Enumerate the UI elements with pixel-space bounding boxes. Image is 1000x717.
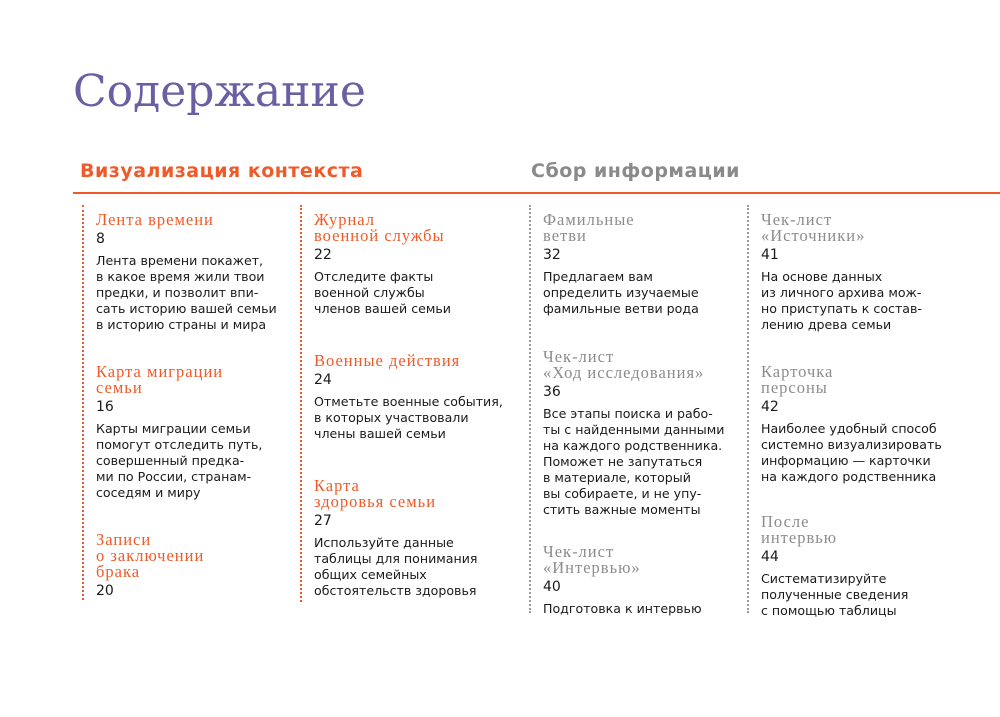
- entry-title: Чек-лист «Источники»: [761, 210, 866, 245]
- toc-entry[interactable]: Карта миграции семьи 16 Карты миграции сем…: [96, 362, 301, 501]
- entry-page-number: 32: [543, 247, 561, 263]
- entry-description: Наиболее удобный способ системно визуали…: [761, 421, 942, 484]
- entry-page-number: 27: [314, 513, 332, 529]
- toc-column: Фамильные ветви 32 Предлагаем вам определи…: [529, 205, 742, 616]
- entry-description: Отметьте военные события, в которых учас…: [314, 394, 503, 441]
- page-title: Содержание: [73, 66, 366, 117]
- entry-page-number: 41: [761, 247, 779, 263]
- toc-entry[interactable]: Журнал военной службы 22 Отследите факты в…: [314, 210, 519, 317]
- section-heading-info-gathering: Сбор информации: [531, 160, 740, 182]
- entry-description: Все этапы поиска и рабо- ты с найденными…: [543, 406, 725, 517]
- toc-entry[interactable]: Военные действия 24 Отметьте военные событ…: [314, 351, 519, 442]
- entry-page-number: 44: [761, 549, 779, 565]
- entry-page-number: 40: [543, 579, 561, 595]
- entry-page-number: 20: [96, 583, 114, 599]
- entry-page-number: 22: [314, 247, 332, 263]
- toc-entry[interactable]: Карточка персоны 42 Наиболее удобный спосо…: [761, 362, 966, 485]
- entry-title: Записи о заключении брака: [96, 530, 205, 581]
- entry-page-number: 8: [96, 231, 105, 247]
- entry-page-number: 16: [96, 399, 114, 415]
- entry-description: Предлагаем вам определить изучаемые фами…: [543, 269, 699, 316]
- entry-description: Лента времени покажет, в какое время жил…: [96, 253, 277, 332]
- entry-description: Карты миграции семьи помогут отследить п…: [96, 421, 263, 500]
- entry-title: Чек-лист «Интервью»: [543, 542, 641, 577]
- section-heading-visualization: Визуализация контекста: [80, 160, 364, 182]
- toc-entry[interactable]: После интервью 44 Систематизируйте получен…: [761, 512, 966, 619]
- entry-description: На основе данных из личного архива мож- …: [761, 269, 922, 332]
- entry-page-number: 42: [761, 399, 779, 415]
- entry-page-number: 24: [314, 372, 332, 388]
- entry-description: Используйте данные таблицы для понимания…: [314, 535, 478, 598]
- toc-column: Чек-лист «Источники» 41 На основе данных и…: [747, 205, 960, 618]
- entry-title: Фамильные ветви: [543, 210, 635, 245]
- entry-title: Чек-лист «Ход исследования»: [543, 347, 705, 382]
- entry-title: Военные действия: [314, 351, 461, 370]
- entry-description: Систематизируйте полученные сведения с п…: [761, 571, 909, 618]
- entry-title: После интервью: [761, 512, 838, 547]
- toc-entry[interactable]: Чек-лист «Источники» 41 На основе данных и…: [761, 210, 966, 333]
- entry-title: Карта здоровья семьи: [314, 476, 437, 511]
- toc-entry[interactable]: Карта здоровья семьи 27 Используйте данные…: [314, 476, 519, 599]
- entry-title: Лента времени: [96, 210, 214, 229]
- entry-title: Журнал военной службы: [314, 210, 445, 245]
- toc-entry[interactable]: Записи о заключении брака 20: [96, 530, 301, 600]
- toc-entry[interactable]: Чек-лист «Интервью» 40 Подготовка к интерв…: [543, 542, 748, 617]
- section-divider: [73, 192, 1000, 194]
- toc-column: Лента времени 8 Лента времени покажет, в к…: [82, 205, 295, 600]
- toc-entry[interactable]: Фамильные ветви 32 Предлагаем вам определи…: [543, 210, 748, 317]
- toc-entry[interactable]: Чек-лист «Ход исследования» 36 Все этапы п…: [543, 347, 748, 518]
- entry-title: Карта миграции семьи: [96, 362, 224, 397]
- entry-description: Подготовка к интервью: [543, 601, 702, 616]
- entry-title: Карточка персоны: [761, 362, 834, 397]
- entry-page-number: 36: [543, 384, 561, 400]
- toc-entry[interactable]: Лента времени 8 Лента времени покажет, в к…: [96, 210, 301, 333]
- toc-column: Журнал военной службы 22 Отследите факты в…: [300, 205, 513, 602]
- entry-description: Отследите факты военной службы членов ва…: [314, 269, 451, 316]
